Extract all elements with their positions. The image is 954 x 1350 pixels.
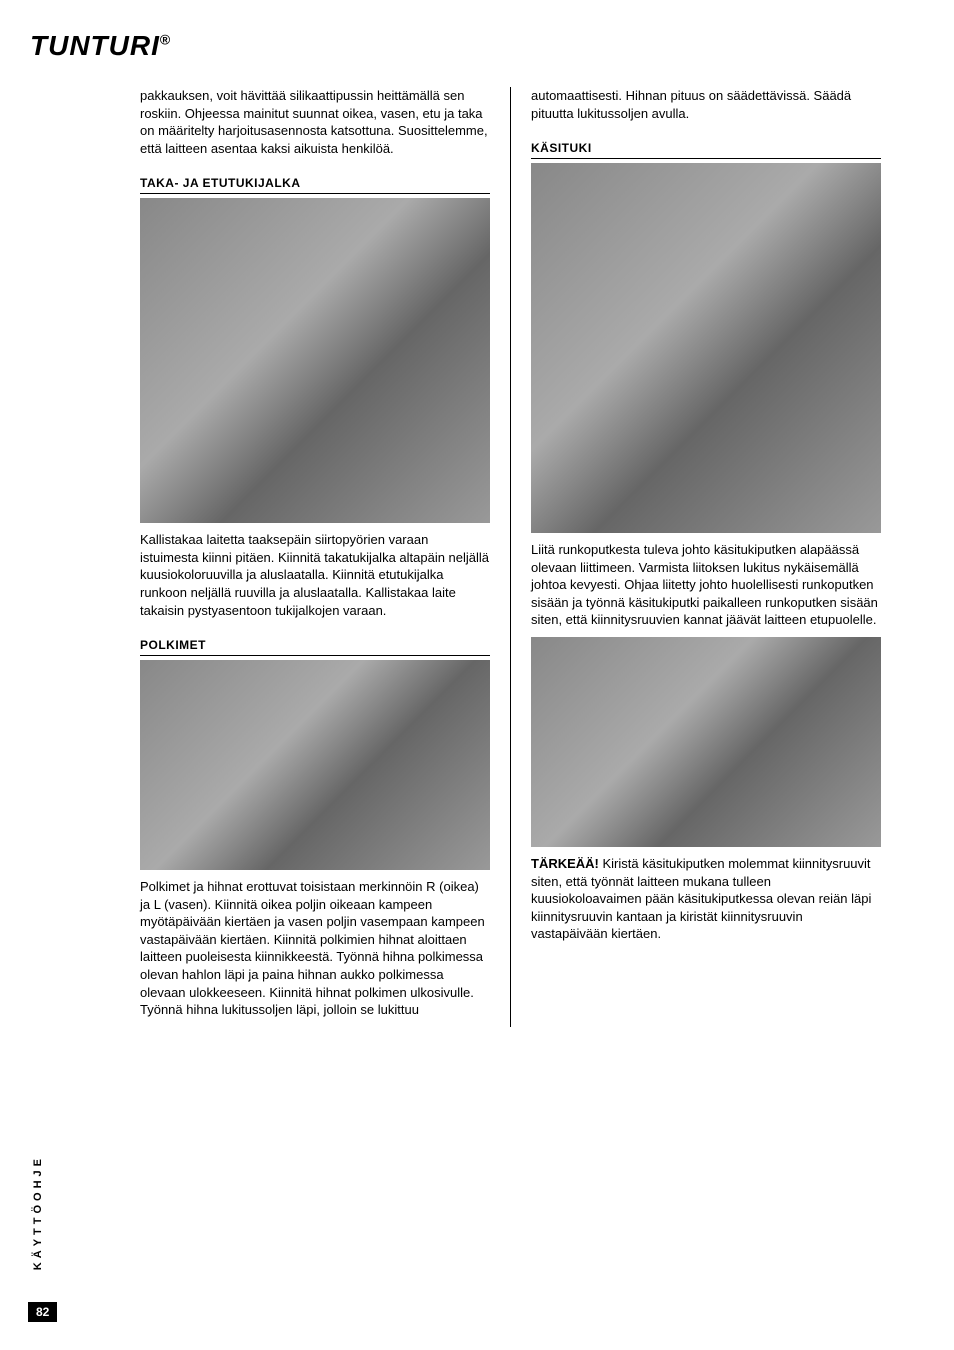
heading-taka-etutukijalka: TAKA- JA ETUTUKIJALKA <box>140 175 490 194</box>
sidebar-section-label: KÄYTTÖOHJE <box>32 1155 44 1270</box>
column-separator <box>510 87 511 1027</box>
image-tukijalka <box>140 198 490 523</box>
logo-text: TUNTURI <box>30 30 160 61</box>
right-column: automaattisesti. Hihnan pituus on säädet… <box>531 87 881 1027</box>
image-kasituki-2 <box>531 637 881 847</box>
intro-right: automaattisesti. Hihnan pituus on säädet… <box>531 87 881 122</box>
paragraph-kasituki-2: TÄRKEÄÄ! Kiristä käsitukiputken molemmat… <box>531 855 881 943</box>
content-columns: pakkauksen, voit hävittää silikaattipuss… <box>140 87 904 1027</box>
left-column: pakkauksen, voit hävittää silikaattipuss… <box>140 87 490 1027</box>
heading-polkimet: POLKIMET <box>140 637 490 656</box>
brand-logo: TUNTURI® <box>30 30 904 62</box>
important-label: TÄRKEÄÄ! <box>531 856 599 871</box>
image-polkimet <box>140 660 490 870</box>
intro-paragraph: pakkauksen, voit hävittää silikaattipuss… <box>140 87 490 157</box>
logo-registered: ® <box>160 32 171 48</box>
paragraph-tukijalka: Kallistakaa laitetta taaksepäin siirtopy… <box>140 531 490 619</box>
paragraph-kasituki-1: Liitä runkoputkesta tuleva johto käsituk… <box>531 541 881 629</box>
heading-kasituki: KÄSITUKI <box>531 140 881 159</box>
paragraph-polkimet: Polkimet ja hihnat erottuvat toisistaan … <box>140 878 490 1018</box>
page-number: 82 <box>28 1302 57 1322</box>
image-kasituki-1 <box>531 163 881 533</box>
